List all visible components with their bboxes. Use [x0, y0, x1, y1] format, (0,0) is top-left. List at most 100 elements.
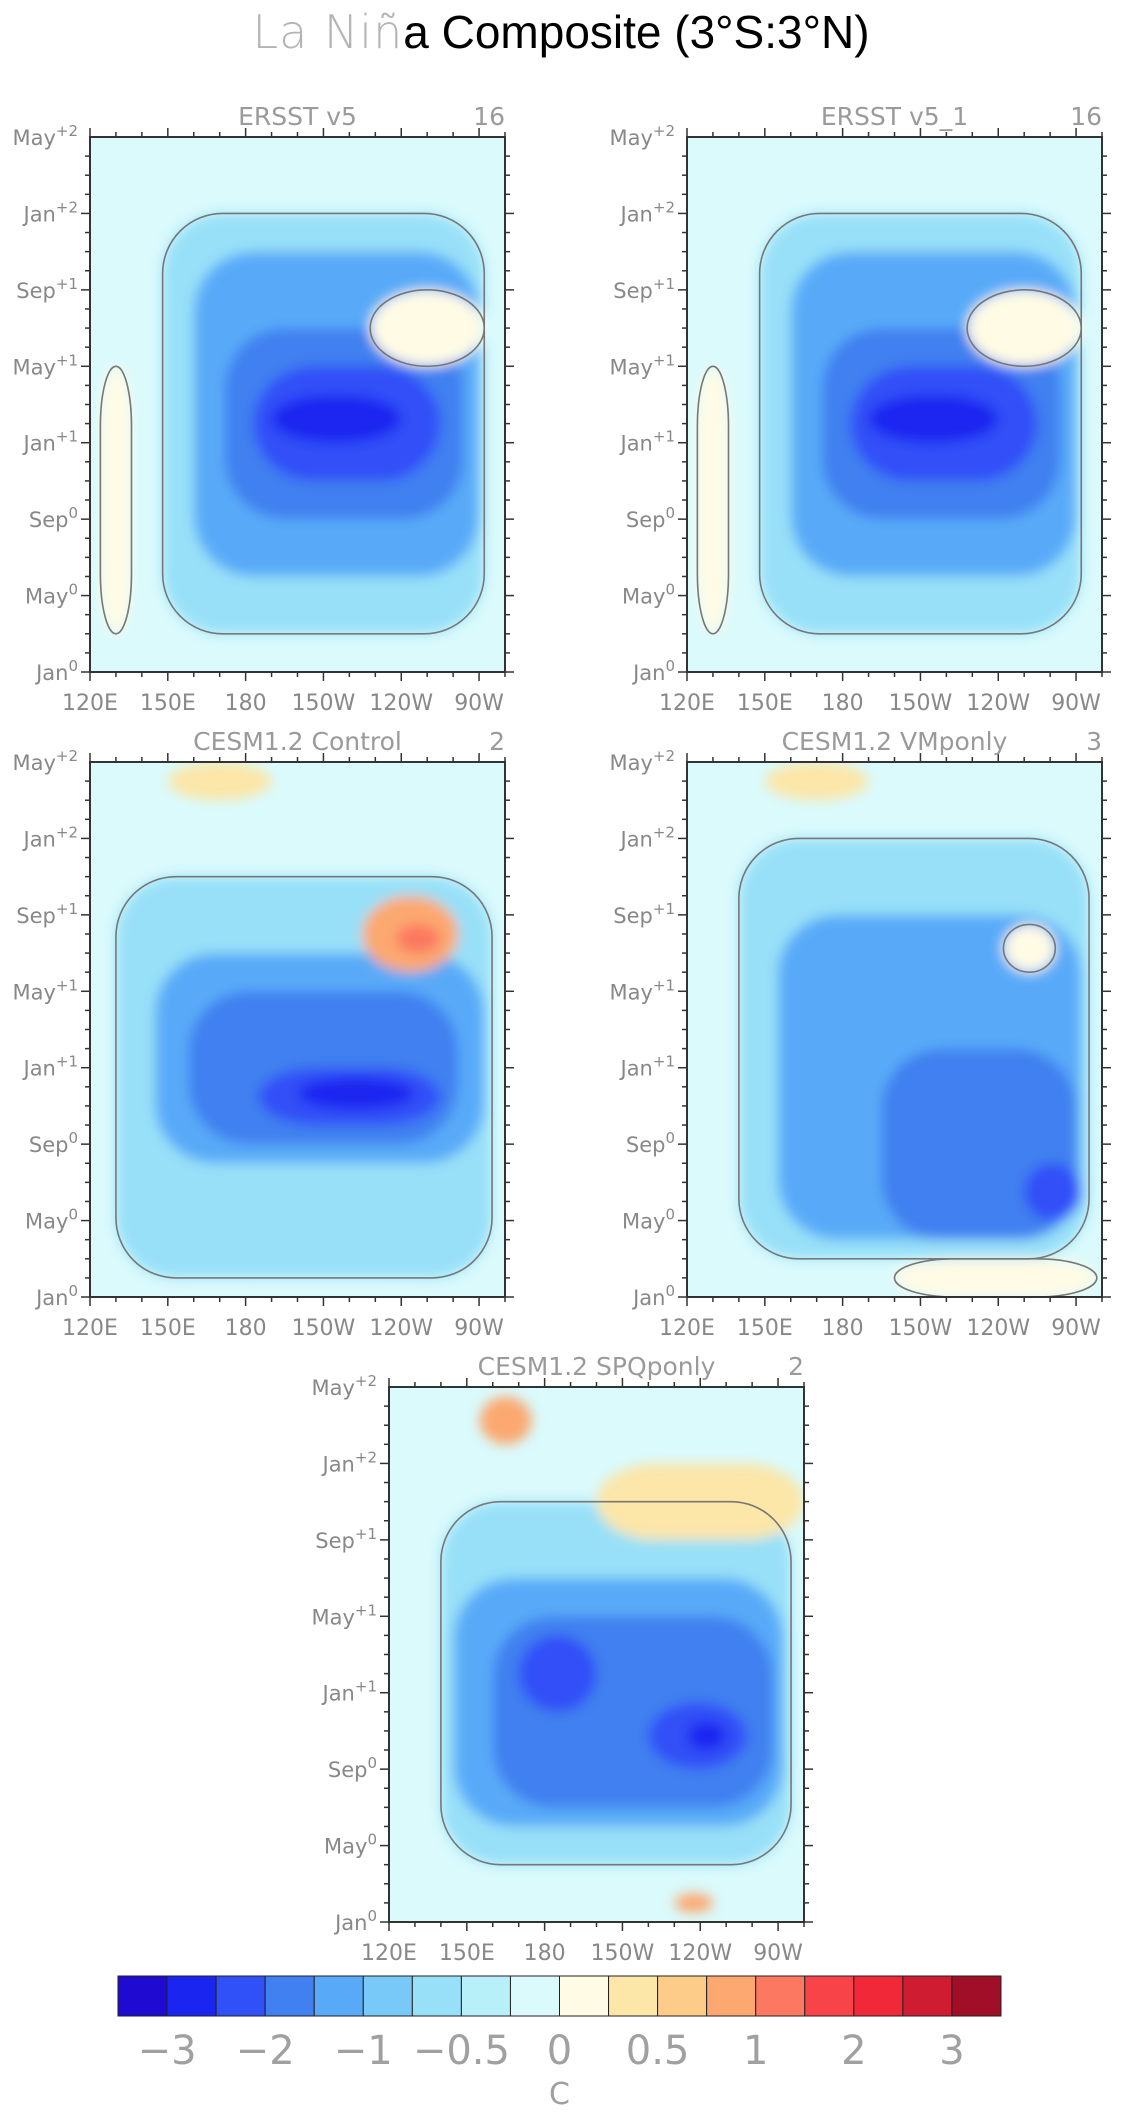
y-tick-label: Sep0: [29, 504, 78, 532]
y-tick-label: Jan0: [631, 657, 675, 685]
x-tick-label: 120E: [62, 691, 118, 716]
y-tick-label: Jan+2: [22, 823, 79, 851]
anomaly-region: [894, 1258, 1097, 1297]
panel-count: 16: [1070, 102, 1102, 131]
panels: Jan0 May0 Sep0 Jan+1 May+1 Sep+1 Jan+2 May+2 120…: [12, 102, 1111, 1966]
anomaly-region: [687, 1721, 727, 1751]
zero-contour: [99, 365, 133, 635]
y-tick-label: May+2: [311, 1372, 377, 1400]
y-tick-label: Sep+1: [16, 275, 78, 303]
zero-contour: [440, 1500, 792, 1866]
y-tick-label: Sep0: [328, 1754, 377, 1782]
x-tick-label: 150E: [140, 691, 196, 716]
x-tick-label: 120W: [369, 1316, 433, 1341]
anomaly-region: [100, 366, 132, 634]
x-tick-label: 120E: [659, 1316, 715, 1341]
zero-contour: [696, 365, 730, 635]
y-tick-label: Sep+1: [315, 1525, 377, 1553]
x-tick-label: 180: [524, 1941, 566, 1966]
contour-lines: [440, 1500, 792, 1866]
contour-lines: [696, 212, 1083, 635]
x-tick-label: 150E: [737, 1316, 793, 1341]
panel-title: ERSST v5_1: [821, 102, 968, 131]
x-tick-label: 150W: [292, 1316, 356, 1341]
anomaly-region: [167, 762, 272, 801]
anomaly-region: [674, 1893, 714, 1913]
x-tick-label: 120W: [966, 1316, 1030, 1341]
zero-contour: [966, 289, 1083, 368]
y-tick-label: May0: [324, 1831, 377, 1859]
colorbar-label: 1: [743, 2028, 768, 2074]
x-tick-label: 120E: [659, 691, 715, 716]
y-tick-label: May0: [622, 1206, 675, 1234]
y-tick-label: May+1: [12, 976, 78, 1004]
colorbar-label: 3: [939, 2028, 964, 2074]
colorbar-swatch: [117, 1975, 168, 2017]
y-tick-label: Jan+1: [22, 1053, 79, 1081]
colorbar-label: 0: [547, 2028, 572, 2074]
colorbar-label: −0.5: [413, 2028, 510, 2074]
anomaly-field: [738, 762, 1097, 1297]
x-tick-label: 120E: [62, 1316, 118, 1341]
x-tick-label: 180: [225, 691, 267, 716]
colorbar-swatch: [755, 1975, 806, 2017]
colorbar-label: 0.5: [626, 2028, 690, 2074]
y-tick-label: Jan+1: [321, 1678, 378, 1706]
y-tick-label: Jan+2: [619, 198, 676, 226]
y-tick-label: May+1: [12, 351, 78, 379]
x-tick-label: 180: [225, 1316, 267, 1341]
y-tick-label: Sep+1: [16, 900, 78, 928]
x-tick-label: 120W: [369, 691, 433, 716]
colorbar-swatch: [460, 1975, 511, 2017]
y-tick-label: May0: [25, 1206, 78, 1234]
anomaly-region: [479, 1396, 532, 1445]
y-tick-label: May+1: [609, 976, 675, 1004]
colorbar-swatch: [264, 1975, 315, 2017]
anomaly-region: [1003, 924, 1056, 973]
panel-title: CESM1.2 Control: [193, 727, 402, 756]
anomaly-region: [764, 762, 869, 801]
colorbar-swatch: [166, 1975, 217, 2017]
contour-lines: [738, 837, 1098, 1297]
anomaly-region: [396, 924, 441, 954]
y-tick-label: May0: [622, 581, 675, 609]
x-tick-label: 90W: [1051, 691, 1101, 716]
colorbar-swatch: [706, 1975, 757, 2017]
anomaly-region: [518, 1635, 597, 1712]
colorbar-swatch: [215, 1975, 266, 2017]
x-tick-label: 150W: [889, 1316, 953, 1341]
colorbar-swatch: [411, 1975, 462, 2017]
x-tick-label: 150W: [889, 691, 953, 716]
y-tick-label: Jan0: [333, 1907, 377, 1935]
anomaly-region: [868, 394, 999, 443]
anomaly-region: [697, 366, 729, 634]
x-tick-label: 120W: [966, 691, 1030, 716]
colorbar-swatch: [559, 1975, 610, 2017]
colorbar-swatch: [804, 1975, 855, 2017]
y-tick-label: Jan0: [34, 657, 78, 685]
panel-count: 2: [489, 727, 505, 756]
y-tick-label: Jan+1: [22, 428, 79, 456]
contour-lines: [99, 212, 486, 635]
colorbar-swatch: [657, 1975, 708, 2017]
x-tick-label: 180: [822, 1316, 864, 1341]
y-tick-label: Jan+2: [321, 1448, 378, 1476]
colorbar-swatch: [902, 1975, 953, 2017]
colorbar-swatch: [362, 1975, 413, 2017]
y-tick-label: May+2: [12, 747, 78, 775]
anomaly-region: [271, 394, 402, 443]
zero-contour: [738, 837, 1090, 1260]
colorbar: −3 −2 −1 −0.5 0 0.5 1 2 3 C: [117, 1975, 1002, 2112]
y-tick-label: Sep0: [626, 504, 675, 532]
anomaly-region: [297, 1077, 415, 1110]
y-tick-label: Jan0: [34, 1282, 78, 1310]
y-tick-label: Jan+2: [619, 823, 676, 851]
colorbar-label: −3: [138, 2028, 197, 2074]
y-tick-label: Jan0: [631, 1282, 675, 1310]
panel-4: Jan0 May0 Sep0 Jan+1 May+1 Sep+1 Jan+2 May+2 120…: [609, 727, 1111, 1341]
y-tick-label: Sep+1: [613, 275, 675, 303]
y-tick-label: May+2: [609, 747, 675, 775]
zero-contour: [161, 212, 486, 635]
anomaly-region: [1024, 1163, 1082, 1221]
